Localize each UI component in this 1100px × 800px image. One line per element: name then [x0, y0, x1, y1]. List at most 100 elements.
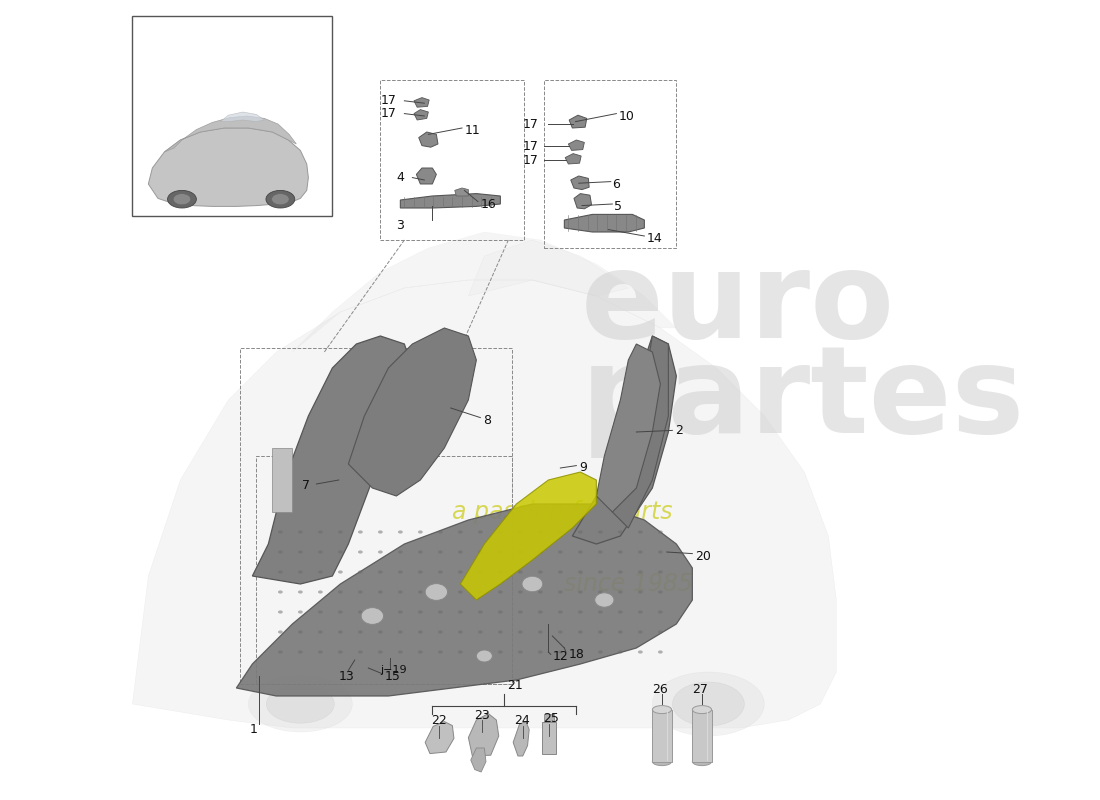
Ellipse shape: [272, 194, 289, 205]
Ellipse shape: [478, 590, 483, 594]
Polygon shape: [569, 140, 584, 150]
Ellipse shape: [498, 610, 503, 614]
Ellipse shape: [538, 590, 542, 594]
Ellipse shape: [298, 530, 302, 534]
Ellipse shape: [498, 570, 503, 574]
Bar: [544, 714, 554, 722]
Polygon shape: [414, 98, 429, 107]
Ellipse shape: [298, 550, 302, 554]
Ellipse shape: [298, 590, 302, 594]
Ellipse shape: [558, 590, 563, 594]
Text: 15: 15: [384, 670, 400, 682]
Text: 27: 27: [692, 683, 708, 696]
Text: 5: 5: [614, 200, 622, 213]
Polygon shape: [132, 280, 836, 728]
Ellipse shape: [438, 610, 443, 614]
Polygon shape: [400, 194, 500, 208]
Ellipse shape: [558, 550, 563, 554]
Ellipse shape: [638, 630, 642, 634]
Ellipse shape: [458, 650, 463, 654]
Bar: [692, 710, 712, 762]
Ellipse shape: [558, 570, 563, 574]
Ellipse shape: [438, 570, 443, 574]
Polygon shape: [148, 128, 308, 206]
Ellipse shape: [298, 570, 302, 574]
Ellipse shape: [518, 550, 522, 554]
Polygon shape: [273, 448, 293, 512]
Text: 6: 6: [613, 178, 620, 190]
Ellipse shape: [595, 593, 614, 607]
Ellipse shape: [358, 570, 363, 574]
Ellipse shape: [398, 610, 403, 614]
Ellipse shape: [278, 650, 283, 654]
Polygon shape: [236, 504, 692, 696]
Ellipse shape: [398, 590, 403, 594]
Ellipse shape: [438, 530, 443, 534]
Ellipse shape: [298, 610, 302, 614]
Ellipse shape: [598, 630, 603, 634]
Ellipse shape: [249, 676, 352, 732]
Polygon shape: [596, 344, 660, 512]
Ellipse shape: [458, 610, 463, 614]
Polygon shape: [564, 214, 645, 232]
Ellipse shape: [418, 530, 422, 534]
Ellipse shape: [498, 590, 503, 594]
Polygon shape: [471, 748, 486, 772]
Ellipse shape: [598, 550, 603, 554]
Ellipse shape: [578, 650, 583, 654]
Ellipse shape: [672, 682, 745, 726]
Ellipse shape: [658, 550, 663, 554]
Ellipse shape: [338, 590, 343, 594]
Ellipse shape: [358, 550, 363, 554]
Ellipse shape: [338, 570, 343, 574]
Text: 3: 3: [396, 219, 404, 232]
Polygon shape: [469, 240, 628, 296]
Ellipse shape: [658, 570, 663, 574]
Ellipse shape: [438, 590, 443, 594]
Ellipse shape: [518, 650, 522, 654]
Ellipse shape: [298, 630, 302, 634]
Ellipse shape: [538, 550, 542, 554]
Ellipse shape: [598, 590, 603, 594]
Polygon shape: [293, 232, 676, 352]
Polygon shape: [417, 168, 437, 184]
Bar: [542, 722, 557, 754]
Ellipse shape: [652, 672, 764, 736]
Ellipse shape: [278, 550, 283, 554]
Ellipse shape: [358, 610, 363, 614]
Ellipse shape: [418, 630, 422, 634]
Ellipse shape: [652, 758, 672, 766]
Ellipse shape: [378, 650, 383, 654]
Ellipse shape: [498, 530, 503, 534]
Ellipse shape: [318, 550, 322, 554]
Ellipse shape: [458, 530, 463, 534]
Polygon shape: [426, 722, 454, 754]
Ellipse shape: [618, 610, 623, 614]
Ellipse shape: [338, 630, 343, 634]
Ellipse shape: [638, 550, 642, 554]
Ellipse shape: [692, 758, 712, 766]
Ellipse shape: [318, 630, 322, 634]
Ellipse shape: [658, 650, 663, 654]
Polygon shape: [613, 336, 669, 528]
Ellipse shape: [266, 685, 334, 723]
Text: 17: 17: [381, 107, 396, 120]
Ellipse shape: [558, 630, 563, 634]
Ellipse shape: [278, 570, 283, 574]
Bar: [652, 710, 672, 762]
Ellipse shape: [518, 630, 522, 634]
Ellipse shape: [522, 576, 542, 592]
Ellipse shape: [266, 190, 295, 208]
Ellipse shape: [478, 610, 483, 614]
Ellipse shape: [578, 610, 583, 614]
Text: 25: 25: [542, 712, 559, 725]
Ellipse shape: [598, 530, 603, 534]
Text: 21: 21: [507, 679, 524, 692]
Text: 14: 14: [647, 232, 662, 245]
Ellipse shape: [498, 650, 503, 654]
Ellipse shape: [398, 550, 403, 554]
Ellipse shape: [618, 530, 623, 534]
Ellipse shape: [378, 610, 383, 614]
Text: 1: 1: [250, 723, 257, 736]
Ellipse shape: [618, 650, 623, 654]
